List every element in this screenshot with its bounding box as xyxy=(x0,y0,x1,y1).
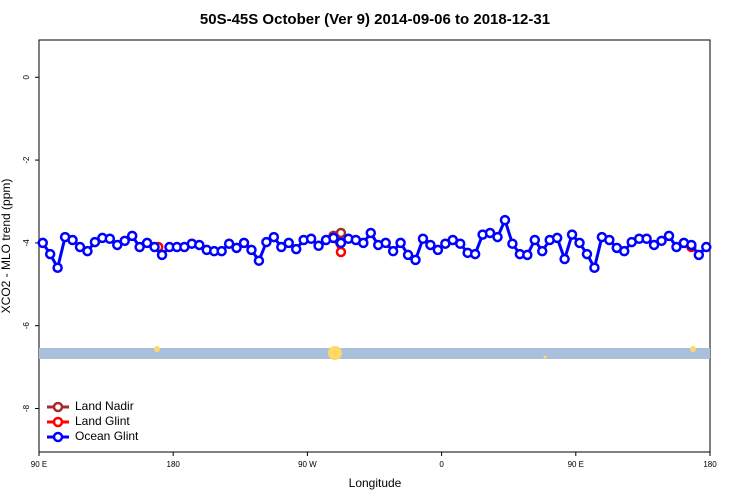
data-point xyxy=(693,249,705,261)
x-tick-label: 180 xyxy=(703,460,717,469)
data-point xyxy=(126,230,138,242)
data-point xyxy=(574,237,585,249)
data-point xyxy=(402,249,414,261)
data-point xyxy=(686,239,697,251)
band-spot xyxy=(690,346,696,352)
data-point xyxy=(313,240,324,252)
data-point xyxy=(44,248,56,260)
data-point xyxy=(619,245,630,257)
data-point xyxy=(74,241,86,253)
data-point xyxy=(671,241,682,253)
data-point xyxy=(261,236,272,248)
data-point xyxy=(231,242,242,254)
legend-label: Land Nadir xyxy=(75,399,134,413)
y-tick-label: -6 xyxy=(22,322,31,330)
data-point xyxy=(149,241,160,253)
data-point xyxy=(641,233,652,245)
data-point xyxy=(335,237,347,249)
data-point xyxy=(134,241,145,253)
data-point xyxy=(52,262,63,273)
data-point xyxy=(89,236,101,248)
data-point xyxy=(656,235,667,247)
x-tick-label: 180 xyxy=(167,460,181,469)
data-point xyxy=(67,234,78,246)
legend-label: Ocean Glint xyxy=(75,429,139,443)
data-point xyxy=(410,254,421,266)
data-point xyxy=(104,233,116,245)
data-point xyxy=(358,237,369,249)
data-point xyxy=(365,227,377,239)
data-point xyxy=(417,233,429,245)
data-point xyxy=(581,248,593,260)
y-tick-label: -2 xyxy=(22,156,31,164)
data-point xyxy=(335,246,347,258)
legend-label: Land Glint xyxy=(75,414,130,428)
data-point xyxy=(499,214,511,226)
data-point xyxy=(395,237,406,249)
data-point xyxy=(529,234,541,246)
data-point xyxy=(141,237,153,249)
data-point xyxy=(156,249,168,261)
data-point xyxy=(223,238,235,249)
band-spot xyxy=(543,355,547,359)
data-point xyxy=(589,262,600,273)
data-point xyxy=(469,248,481,260)
data-point xyxy=(335,227,347,239)
surface-band xyxy=(39,348,710,359)
data-point xyxy=(454,238,466,249)
y-tick-label: -8 xyxy=(22,404,31,412)
legend-marker xyxy=(52,431,64,443)
y-tick-label: 0 xyxy=(22,74,31,79)
data-point xyxy=(238,237,250,249)
data-point xyxy=(253,255,265,266)
data-point xyxy=(566,229,578,240)
data-point xyxy=(290,243,302,255)
data-point xyxy=(246,244,257,256)
data-point xyxy=(701,241,712,253)
x-tick-label: 90 E xyxy=(568,460,584,469)
chart-title: 50S-45S October (Ver 9) 2014-09-06 to 20… xyxy=(200,11,550,28)
x-tick-label: 0 xyxy=(439,460,444,469)
data-point xyxy=(551,232,563,244)
data-point xyxy=(276,241,287,253)
legend-marker xyxy=(52,416,64,428)
y-axis-label: XCO2 - MLO trend (ppm) xyxy=(0,179,13,314)
y-tick-label: -4 xyxy=(22,239,31,247)
data-point xyxy=(522,249,533,261)
data-point xyxy=(380,237,391,249)
data-point xyxy=(82,245,93,257)
data-point xyxy=(432,244,444,256)
data-point xyxy=(387,245,399,257)
x-tick-label: 90 W xyxy=(298,460,317,469)
data-point xyxy=(328,232,339,244)
legend-marker xyxy=(52,401,64,413)
data-point xyxy=(492,231,503,243)
data-point xyxy=(537,245,548,257)
data-point xyxy=(507,238,518,249)
data-point xyxy=(305,233,317,245)
data-point xyxy=(663,230,675,242)
data-point xyxy=(119,235,130,247)
data-point xyxy=(604,234,615,246)
band-spot xyxy=(154,346,160,352)
data-point xyxy=(648,239,660,251)
data-point xyxy=(268,231,280,243)
data-point xyxy=(283,237,295,249)
x-axis-label: Longitude xyxy=(349,476,402,490)
band-spot xyxy=(328,346,342,360)
data-point xyxy=(112,239,123,251)
x-tick-label: 90 E xyxy=(31,460,47,469)
data-point xyxy=(425,239,436,251)
data-point xyxy=(37,237,48,249)
data-point xyxy=(194,239,205,251)
data-point xyxy=(559,253,570,265)
data-point xyxy=(216,245,227,257)
data-point xyxy=(484,227,496,239)
